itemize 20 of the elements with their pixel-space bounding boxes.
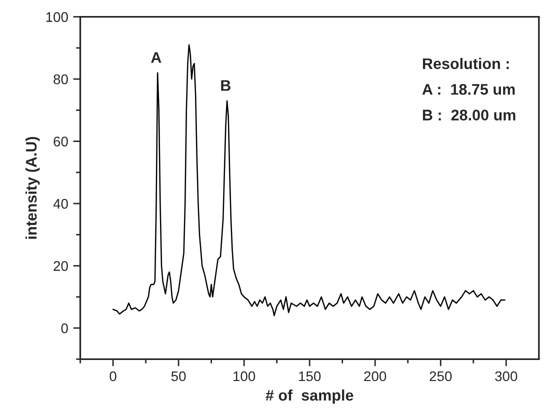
x-tick-label: 300 (495, 371, 518, 382)
x-tick-label: 250 (430, 371, 452, 382)
y-tick-label: 80 (54, 74, 68, 84)
annotation: A (151, 52, 162, 63)
y-tick-label: 0 (61, 323, 68, 334)
x-tick-label: 100 (234, 371, 256, 382)
y-tick-label: 60 (54, 136, 68, 146)
annotation: Resolution : (422, 58, 509, 70)
x-tick-label: 150 (299, 371, 321, 382)
annotation: B (221, 80, 230, 91)
x-tick-label: 50 (171, 371, 186, 382)
x-axis-title: # of sample (266, 389, 354, 404)
annotation: B : 28.00 um (422, 110, 516, 120)
x-tick-label: 200 (364, 371, 386, 382)
annotation: A : 18.75 um (422, 84, 515, 95)
y-tick-label: 100 (46, 12, 68, 22)
x-tick-label: 0 (110, 371, 116, 382)
y-tick-label: 40 (53, 198, 68, 209)
y-axis-title: intensity (A.U) (25, 136, 40, 239)
y-tick-label: 20 (54, 261, 68, 271)
